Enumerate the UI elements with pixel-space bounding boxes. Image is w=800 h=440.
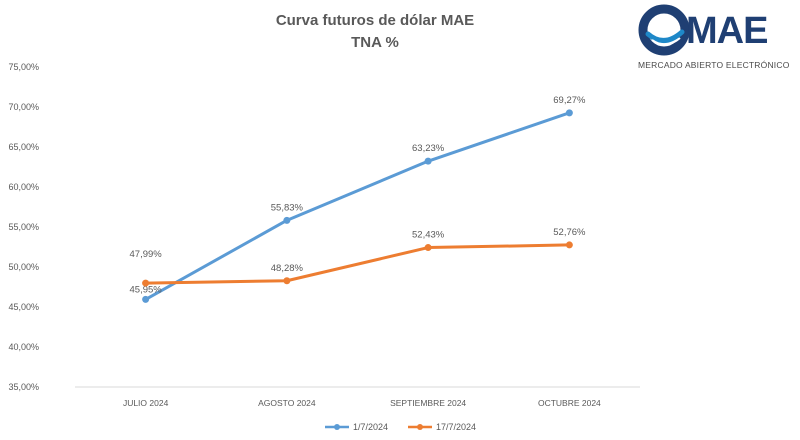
- series-line: [144, 243, 571, 285]
- chart-title: Curva futuros de dólar MAE: [275, 12, 475, 29]
- legend-marker-icon: [334, 424, 340, 430]
- chart-title-block: Curva futuros de dólar MAE TNA %: [250, 10, 500, 54]
- data-label: 48,28%: [271, 263, 304, 274]
- mae-logo-subtitle: MERCADO ABIERTO ELECTRÓNICO: [638, 60, 790, 70]
- data-point: [565, 241, 573, 249]
- legend-label: 1/7/2024: [353, 422, 388, 432]
- data-point: [283, 277, 291, 285]
- legend-label: 17/7/2024: [436, 422, 476, 432]
- mae-logo: MAE MERCADO ABIERTO ELECTRÓNICO: [636, 4, 798, 74]
- y-tick-label: 35,00%: [8, 382, 39, 392]
- series-line: [144, 111, 571, 301]
- data-label: 47,99%: [130, 249, 163, 260]
- data-point: [142, 279, 150, 287]
- x-tick-label: JULIO 2024: [123, 398, 169, 408]
- data-label: 55,83%: [271, 202, 304, 213]
- legend-marker-icon: [417, 424, 423, 430]
- y-tick-label: 55,00%: [8, 222, 39, 232]
- y-tick-label: 70,00%: [8, 102, 39, 112]
- data-point: [142, 295, 150, 303]
- y-tick-label: 50,00%: [8, 262, 39, 272]
- data-point: [283, 216, 291, 224]
- data-point: [424, 157, 432, 165]
- y-tick-label: 65,00%: [8, 142, 39, 152]
- x-tick-label: AGOSTO 2024: [258, 398, 316, 408]
- y-tick-label: 45,00%: [8, 302, 39, 312]
- y-tick-label: 60,00%: [8, 182, 39, 192]
- x-tick-label: OCTUBRE 2024: [538, 398, 601, 408]
- data-label: 69,27%: [553, 95, 586, 106]
- data-point: [565, 109, 573, 117]
- data-point: [424, 244, 432, 252]
- data-label: 52,76%: [553, 227, 586, 238]
- y-tick-label: 75,00%: [8, 62, 39, 72]
- chart-subtitle: TNA %: [351, 34, 399, 51]
- data-label: 45,95%: [130, 284, 163, 295]
- y-tick-label: 40,00%: [8, 342, 39, 352]
- data-label: 63,23%: [412, 143, 445, 154]
- mae-logo-ring-icon: [638, 4, 690, 56]
- mae-logo-wordmark: MAE: [686, 10, 768, 52]
- x-tick-label: SEPTIEMBRE 2024: [390, 398, 466, 408]
- data-label: 52,43%: [412, 230, 445, 241]
